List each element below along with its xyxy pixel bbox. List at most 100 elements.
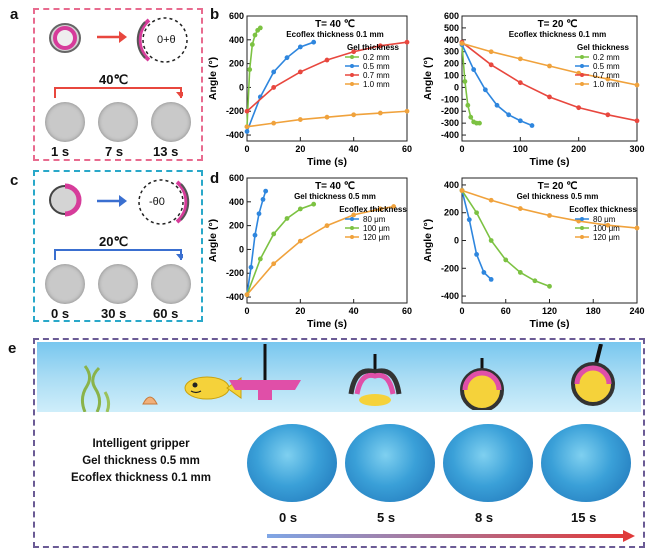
desc-line-2: Gel thickness 0.5 mm: [82, 455, 200, 467]
data-point: [377, 206, 383, 212]
arrow-right-icon: [97, 195, 127, 207]
data-point: [351, 112, 357, 118]
data-point: [468, 114, 474, 120]
sample-photo-c-2: [98, 264, 138, 304]
data-point: [271, 120, 277, 126]
y-tick-label: 400: [444, 35, 459, 45]
data-point: [244, 124, 250, 130]
chart-title: T= 20 ℃: [538, 181, 578, 192]
legend-marker: [580, 235, 584, 239]
y-tick-label: 200: [229, 221, 244, 231]
legend-marker: [580, 226, 584, 230]
x-tick-label: 0: [459, 144, 464, 154]
sample-photo-c-3: [151, 264, 191, 304]
y-tick-label: -400: [441, 130, 459, 140]
time-label-a-2: 7 s: [105, 144, 124, 159]
time-label-a-3: 13 s: [153, 144, 179, 159]
bracket-arrow-icon: [54, 249, 183, 260]
data-point: [351, 49, 357, 55]
time-label-e-3: 8 s: [475, 510, 494, 525]
data-point: [634, 82, 640, 88]
data-point: [459, 188, 465, 193]
y-tick-label: 200: [444, 59, 459, 69]
data-point: [634, 225, 640, 231]
legend-title: Ecoflex thickness: [569, 205, 637, 214]
data-point: [605, 222, 611, 228]
data-point: [247, 67, 253, 72]
data-point: [297, 117, 303, 122]
data-point: [488, 197, 494, 203]
y-tick-label: -200: [226, 268, 244, 278]
x-tick-label: 0: [459, 306, 464, 316]
y-tick-label: 0: [454, 82, 459, 92]
y-tick-label: -200: [441, 106, 459, 116]
legend-title: Gel thickness: [347, 43, 400, 52]
legend-marker: [350, 64, 354, 68]
data-point: [532, 278, 538, 284]
legend-label: 0.7 mm: [593, 71, 620, 80]
gripper-description: Intelligent gripper Gel thickness 0.5 mm…: [61, 436, 221, 487]
data-point: [377, 43, 383, 49]
plot-frame: [246, 15, 408, 142]
series-line-0.5-mm: [246, 41, 314, 132]
x-tick-label: 240: [629, 306, 644, 316]
legend-label: 0.7 mm: [363, 71, 390, 80]
gripper-photo-8s: [443, 424, 533, 502]
data-point: [576, 218, 582, 224]
time-label-a-1: 1 s: [51, 144, 70, 159]
chart-subtitle: Ecoflex thickness 0.1 mm: [286, 30, 383, 39]
data-point: [351, 212, 357, 218]
data-point: [324, 223, 330, 229]
data-point: [257, 256, 263, 262]
unrolled-arc-icon: [136, 17, 188, 63]
data-point: [471, 67, 477, 72]
y-tick-label: 600: [229, 11, 244, 21]
panel-e-box: Intelligent gripper Gel thickness 0.5 mm…: [33, 338, 645, 548]
desc-line-1: Intelligent gripper: [92, 438, 190, 450]
legend-title: Ecoflex thickness: [339, 205, 407, 214]
panel-c-box: -θ0 20℃ 0 s 30 s 60 s: [33, 170, 203, 322]
y-tick-label: -200: [441, 263, 459, 273]
data-point: [488, 62, 494, 68]
data-point: [517, 80, 523, 86]
y-tick-label: -300: [441, 118, 459, 128]
data-point: [391, 204, 397, 209]
series-line-80-μm: [461, 190, 492, 280]
time-label-c-2: 30 s: [101, 306, 127, 321]
data-point: [244, 129, 250, 134]
desc-line-3: Ecoflex thickness 0.1 mm: [71, 472, 211, 484]
gripper-lifted-icon: [571, 344, 615, 406]
chart-b-20c: 0 100 200 300-400-300-200-10001002003004005…: [422, 11, 645, 168]
sample-photo-a-1: [45, 102, 85, 142]
legend-label: 0.5 mm: [363, 62, 390, 71]
data-point: [252, 232, 258, 238]
gripper-photo-0s: [247, 424, 337, 502]
data-point: [404, 39, 410, 45]
data-point: [517, 206, 523, 211]
data-point: [252, 32, 258, 38]
panel-label-c: c: [10, 172, 19, 189]
legend-label: 80 μm: [593, 215, 616, 224]
y-tick-label: -400: [441, 291, 459, 301]
data-point: [477, 120, 482, 126]
legend-marker: [350, 226, 354, 230]
y-tick-label: 600: [229, 173, 244, 183]
panel-label-a: a: [10, 6, 19, 23]
legend-label: 0.5 mm: [593, 62, 620, 71]
data-point: [284, 55, 290, 61]
x-tick-label: 300: [629, 144, 644, 154]
data-point: [244, 108, 250, 114]
time-label-c-3: 60 s: [153, 306, 179, 321]
data-point: [488, 49, 494, 55]
y-tick-label: 200: [229, 59, 244, 69]
data-point: [284, 216, 290, 221]
y-tick-label: 200: [444, 208, 459, 218]
time-label-e-4: 15 s: [571, 510, 597, 525]
series-line-0.5-mm: [461, 44, 533, 127]
legend-marker: [580, 73, 584, 77]
y-tick-label: 400: [444, 180, 459, 190]
legend-label: 100 μm: [363, 224, 390, 233]
data-point: [488, 238, 494, 243]
x-tick-label: 40: [349, 144, 359, 154]
sample-photo-a-2: [98, 102, 138, 142]
